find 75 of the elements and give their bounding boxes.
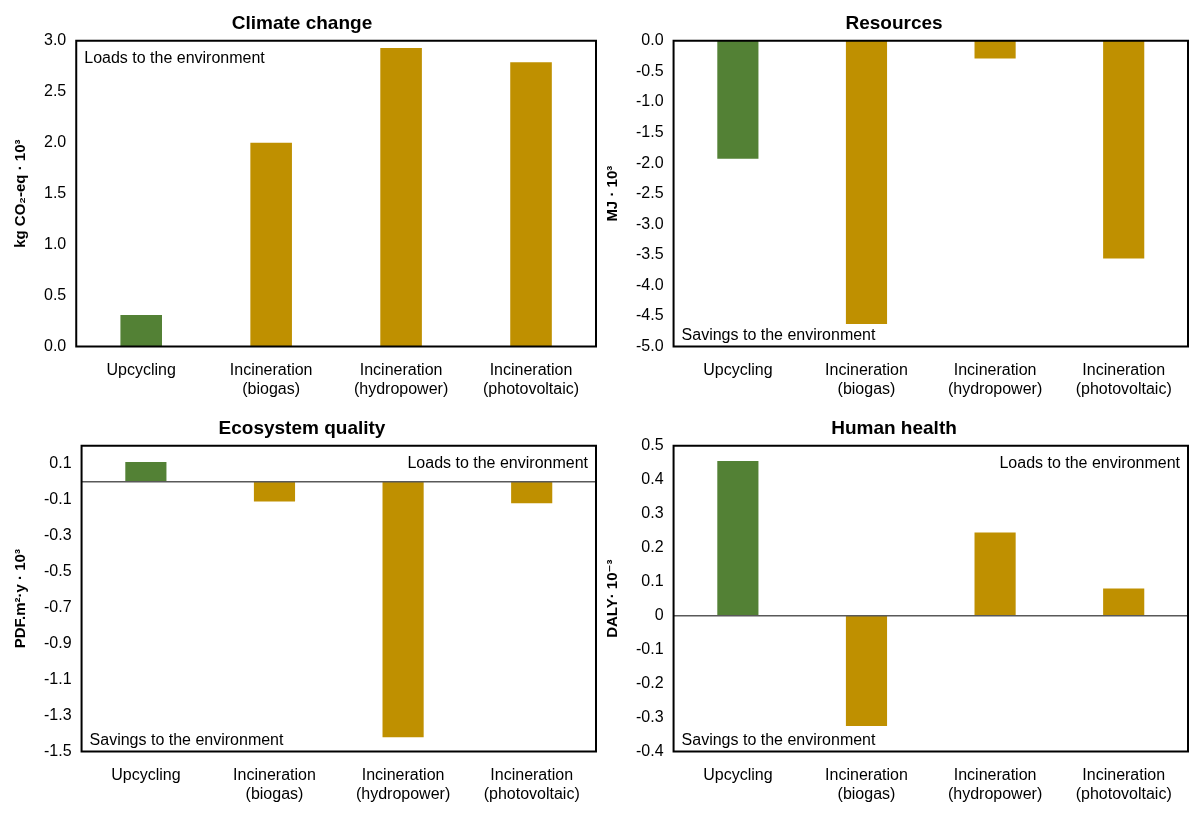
x-tick-label: Incineration (biogas) xyxy=(825,765,908,802)
x-tick-label: Incineration (photovoltaic) xyxy=(483,765,580,802)
x-tick-label: Incineration (biogas) xyxy=(229,360,313,397)
y-tick-label: -0.4 xyxy=(635,742,664,760)
y-tick-label: -0.1 xyxy=(43,490,72,508)
y-tick-label: 0.4 xyxy=(641,470,664,488)
x-tick-label: Incineration (biogas) xyxy=(233,765,316,802)
bar xyxy=(250,142,292,347)
y-tick-label: 2.5 xyxy=(43,82,67,100)
y-tick-label: 0.0 xyxy=(641,31,664,49)
annotation: Savings to the environment xyxy=(681,326,877,344)
y-tick-label: -2.0 xyxy=(635,153,664,171)
x-tick-label: Upcycling xyxy=(106,360,176,378)
y-tick-label: -1.3 xyxy=(43,706,72,724)
y-tick-label: 0.3 xyxy=(641,504,664,522)
bar xyxy=(974,532,1016,616)
y-tick-label: -1.5 xyxy=(43,742,72,760)
x-tick-label: Incineration (hydropower) xyxy=(947,360,1043,397)
x-tick-label: Incineration (photovoltaic) xyxy=(1075,360,1172,397)
bar xyxy=(845,615,888,727)
bar xyxy=(380,47,422,347)
y-tick-label: 3.0 xyxy=(43,31,67,49)
y-tick-label: 0.5 xyxy=(43,286,67,304)
y-tick-label: -3.0 xyxy=(635,214,664,232)
y-tick-label: -2.5 xyxy=(635,184,664,202)
x-tick-label: Incineration (hydropower) xyxy=(947,765,1043,802)
y-tick-label: -4.5 xyxy=(635,306,664,324)
x-tick-label: Incineration (hydropower) xyxy=(355,765,451,802)
y-tick-label: -4.0 xyxy=(635,275,664,293)
y-tick-label: 0.5 xyxy=(641,436,664,454)
x-tick-label: Incineration (photovoltaic) xyxy=(1075,765,1172,802)
y-tick-label: -1.1 xyxy=(43,670,72,688)
y-tick-label: 2.0 xyxy=(43,133,67,151)
y-tick-label: -0.5 xyxy=(635,61,664,79)
annotation: Loads to the environment xyxy=(407,454,589,472)
annotation: Loads to the environment xyxy=(84,49,266,67)
y-axis-title: DALY· 10⁻³ xyxy=(603,559,621,638)
y-tick-label: -3.5 xyxy=(635,245,664,263)
y-tick-label: -0.5 xyxy=(43,562,72,580)
chart-title: Climate change xyxy=(231,11,373,33)
y-tick-label: -5.0 xyxy=(635,337,664,355)
y-tick-label: -0.3 xyxy=(43,526,72,544)
x-tick-label: Upcycling xyxy=(703,360,773,378)
y-tick-label: 1.5 xyxy=(43,184,67,202)
y-tick-label: 0.2 xyxy=(641,538,664,556)
y-tick-label: -0.7 xyxy=(43,598,72,616)
chart-title: Human health xyxy=(831,416,957,438)
annotation: Loads to the environment xyxy=(999,454,1181,472)
y-tick-label: -1.5 xyxy=(635,122,664,140)
y-axis-title: MJ · 10³ xyxy=(603,165,621,222)
y-tick-label: 0.1 xyxy=(49,454,72,472)
y-axis-title: kg CO₂-eq · 10³ xyxy=(11,139,29,248)
bar xyxy=(120,315,162,347)
chart-title: Ecosystem quality xyxy=(218,416,386,438)
bar xyxy=(1103,588,1145,616)
y-tick-label: -1.0 xyxy=(635,92,664,110)
annotation: Savings to the environment xyxy=(681,731,877,749)
x-tick-label: Upcycling xyxy=(703,765,773,783)
x-tick-label: Incineration (hydropower) xyxy=(353,360,449,397)
x-tick-label: Upcycling xyxy=(111,765,181,783)
y-tick-label: -0.3 xyxy=(635,708,664,726)
y-tick-label: 0 xyxy=(654,606,664,624)
y-tick-label: 1.0 xyxy=(43,235,67,253)
bar xyxy=(510,62,552,347)
chart-title: Resources xyxy=(845,11,943,33)
y-tick-label: -0.9 xyxy=(43,634,72,652)
y-axis-title: PDF.m²·y · 10³ xyxy=(11,549,29,649)
y-tick-label: -0.2 xyxy=(635,674,664,692)
bar xyxy=(717,461,759,616)
x-tick-label: Incineration (photovoltaic) xyxy=(483,360,580,397)
x-tick-label: Incineration (biogas) xyxy=(825,360,908,397)
y-tick-label: -0.1 xyxy=(635,640,664,658)
y-tick-label: 0.1 xyxy=(641,572,664,590)
annotation: Savings to the environment xyxy=(89,731,285,749)
y-tick-label: 0.0 xyxy=(43,337,67,355)
